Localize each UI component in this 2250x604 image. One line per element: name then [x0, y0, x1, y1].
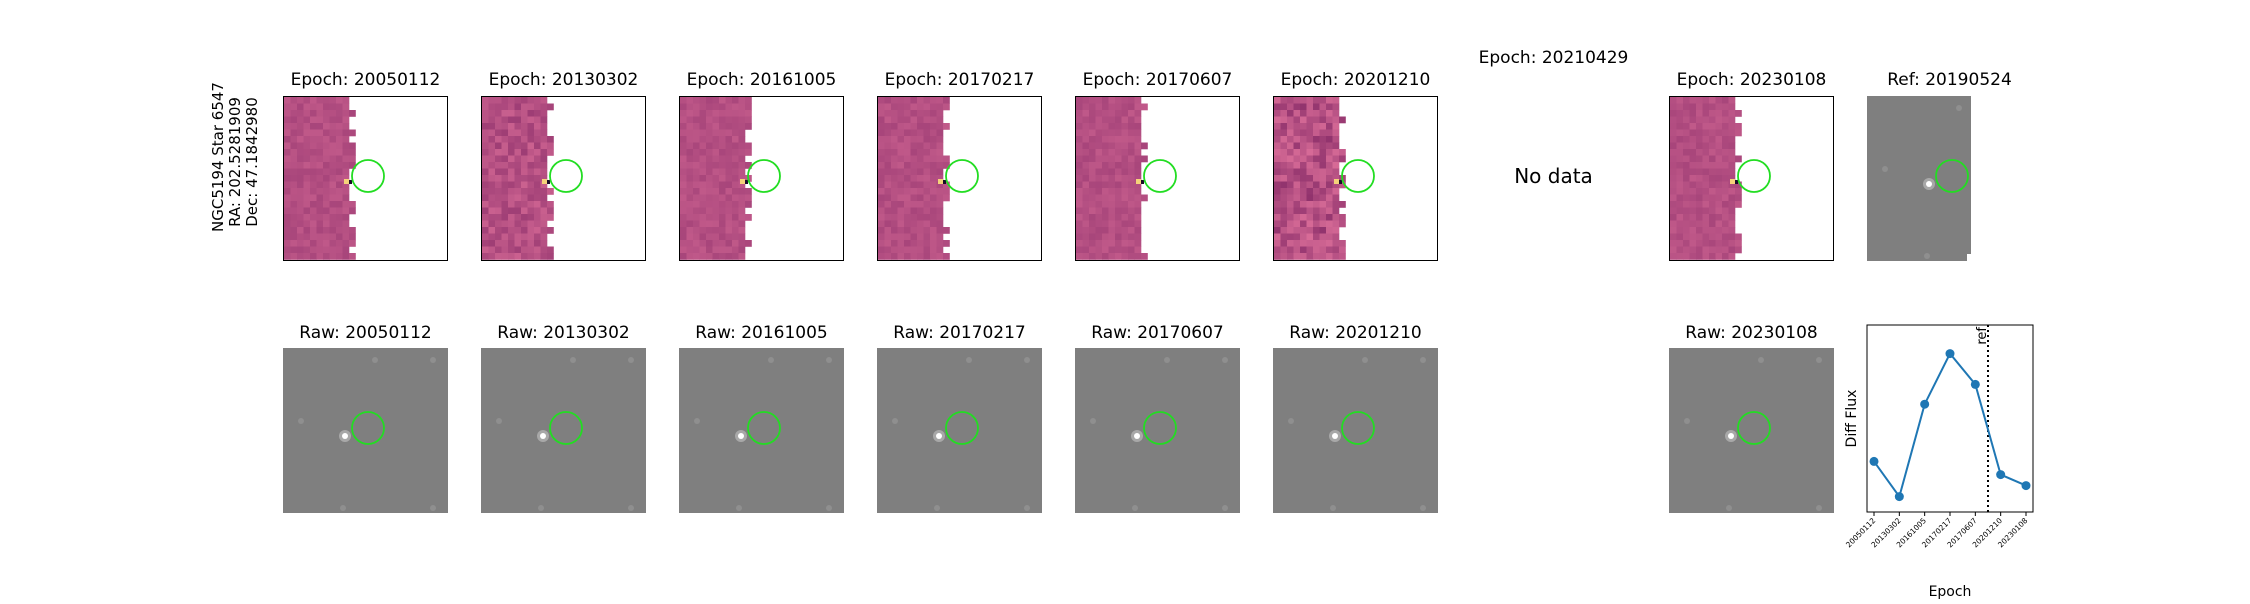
- raw-image: [283, 348, 448, 513]
- target-circle: [1341, 159, 1375, 193]
- epoch-title: Epoch: 20230108: [1676, 70, 1827, 90]
- y-axis-label: Diff Flux: [1844, 390, 1860, 448]
- star-dec: Dec: 47.1842980: [243, 97, 261, 227]
- difference-image: [1075, 96, 1240, 261]
- epoch-title: Epoch: 20170607: [1082, 70, 1233, 90]
- difference-image: [1273, 96, 1438, 261]
- difference-image: [1669, 96, 1834, 261]
- epoch-title: Epoch: 20130302: [488, 70, 639, 90]
- epoch-title: Epoch: 20201210: [1280, 70, 1431, 90]
- raw-title: Raw: 20130302: [497, 323, 630, 343]
- star-info-label: NGC5194 Star 6547 RA: 202.5281909 Dec: 4…: [209, 82, 261, 232]
- flux-point: [1996, 470, 2006, 480]
- raw-title: Raw: 20201210: [1289, 323, 1422, 343]
- target-circle: [945, 159, 979, 193]
- flux-point: [1869, 456, 1879, 466]
- x-axis-label: Epoch: [1929, 584, 1972, 600]
- light-curve-svg: ref2005011220130302201610052017021720170…: [1844, 324, 2034, 600]
- target-circle: [1935, 159, 1969, 193]
- ref-marker-label: ref: [1975, 327, 1990, 345]
- epoch-title: Epoch: 20050112: [290, 70, 441, 90]
- difference-image: [283, 96, 448, 261]
- raw-image: [481, 348, 646, 513]
- no-data-message: No data: [1514, 164, 1593, 188]
- target-circle: [1737, 159, 1771, 193]
- raw-title: Raw: 20170607: [1091, 323, 1224, 343]
- raw-image: [1075, 348, 1240, 513]
- epoch-title: Epoch: 20161005: [686, 70, 837, 90]
- star-ra: RA: 202.5281909: [226, 97, 244, 227]
- target-circle: [549, 159, 583, 193]
- raw-image: [877, 348, 1042, 513]
- light-curve-chart: ref 20050112 20130302 20161005 20170217 20170…: [1840, 320, 2100, 600]
- target-circle: [1341, 411, 1375, 445]
- raw-image: [679, 348, 844, 513]
- flux-point: [1970, 379, 1980, 389]
- target-circle: [747, 411, 781, 445]
- reference-image: [1867, 96, 2032, 261]
- star-name: NGC5194 Star 6547: [209, 82, 227, 232]
- flux-point: [1920, 399, 1930, 409]
- target-circle: [1737, 411, 1771, 445]
- target-circle: [549, 411, 583, 445]
- raw-title: Raw: 20161005: [695, 323, 828, 343]
- target-circle: [351, 159, 385, 193]
- flux-point: [1945, 349, 1955, 359]
- flux-point: [1894, 492, 1904, 502]
- raw-title: Raw: 20170217: [893, 323, 1026, 343]
- target-circle: [945, 411, 979, 445]
- target-circle: [1143, 411, 1177, 445]
- epoch-title: Epoch: 20210429: [1478, 48, 1629, 68]
- reference-title: Ref: 20190524: [1887, 70, 2012, 90]
- target-circle: [747, 159, 781, 193]
- raw-image: [1669, 348, 1834, 513]
- target-circle: [351, 411, 385, 445]
- flux-point: [2021, 481, 2031, 491]
- target-circle: [1143, 159, 1177, 193]
- raw-image: [1273, 348, 1438, 513]
- raw-title: Raw: 20050112: [299, 323, 432, 343]
- difference-image: [481, 96, 646, 261]
- raw-title: Raw: 20230108: [1685, 323, 1818, 343]
- difference-image: [877, 96, 1042, 261]
- difference-image: [679, 96, 844, 261]
- epoch-title: Epoch: 20170217: [884, 70, 1035, 90]
